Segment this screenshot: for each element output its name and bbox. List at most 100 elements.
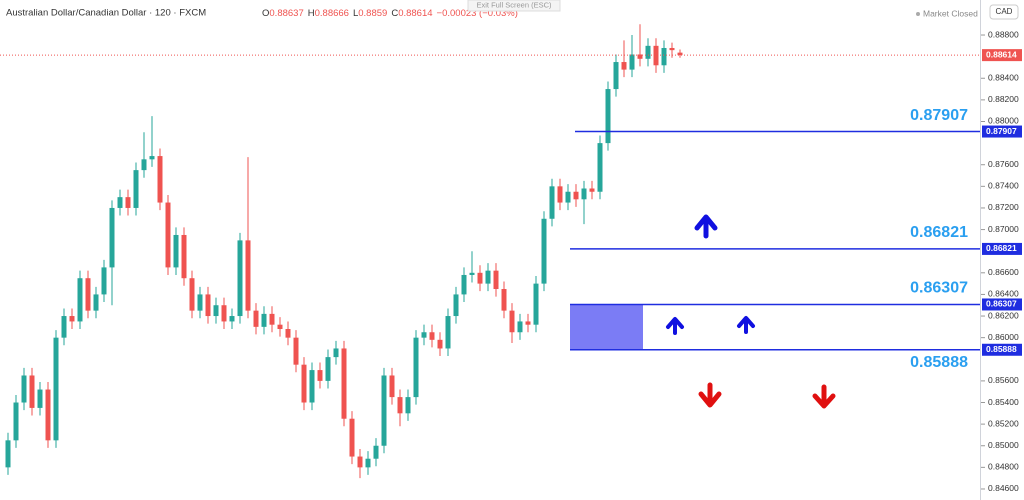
candle-body [149,156,155,160]
change: −0.00023 (−0.03%) [437,8,518,19]
candle-body [581,188,587,200]
y-tick-label: 0.85000 [988,440,1019,450]
candle-body [589,188,595,192]
y-tick-label: 0.87600 [988,159,1019,169]
up-arrow [737,316,755,334]
candle-body [573,191,579,200]
ohlc-letter: O [262,8,269,19]
candle-body [125,197,131,208]
y-tick-label: 0.86200 [988,310,1019,320]
candle-body [461,274,467,295]
candle-body [413,337,419,398]
candle-body [445,316,451,349]
candle-body [109,207,115,268]
candle-body [13,402,19,441]
currency-box[interactable] [989,4,1019,20]
level-label: 0.87907 [910,107,968,124]
up-arrow [666,317,684,335]
fullscreen-box[interactable] [467,0,561,12]
candle-body [37,389,43,408]
candle-body [341,348,347,419]
candle-body [357,456,363,468]
candle-body [261,313,267,327]
status-dot [916,12,920,16]
ohlc-value: 0.88637 [269,8,303,19]
candle-body [557,186,563,203]
y-tick-label: 0.84600 [988,483,1019,493]
candle-body [621,62,627,70]
candle-body [397,397,403,414]
candle-body [141,159,147,171]
candle-body [61,316,67,338]
candle-body [85,278,91,311]
candle-body [493,270,499,290]
zone [570,304,643,350]
candle-body [501,289,507,311]
candle-body [477,272,483,284]
level-label: 0.86307 [910,280,968,297]
candle-body [269,313,275,325]
y-tick-label: 0.88000 [988,116,1019,126]
arrows [666,214,836,409]
currency[interactable]: CAD [996,7,1013,16]
candle-body [405,397,411,414]
y-tick-label: 0.88400 [988,73,1019,83]
candle-body [469,272,475,275]
y-tick-label: 0.86600 [988,267,1019,277]
candle-body [77,278,83,322]
up-arrow [694,214,718,239]
candle-body [541,218,547,284]
y-tick-label: 0.85600 [988,375,1019,385]
level-tag-label: 0.85888 [986,344,1017,354]
fullscreen-hint[interactable]: Exit Full Screen (ESC) [476,0,552,9]
level-tag-label: 0.87907 [986,126,1017,136]
candle-body [213,305,219,317]
y-tick-label: 0.84800 [988,462,1019,472]
candle-body [637,54,643,59]
ohlc-value: 0.88614 [398,8,432,19]
y-tick-label: 0.87400 [988,181,1019,191]
y-tick-label: 0.87000 [988,224,1019,234]
candle-body [133,170,139,208]
level-label: 0.85888 [910,354,968,371]
down-arrow [698,382,722,408]
candle-body [205,294,211,317]
candle-body [565,191,571,203]
candle-body [53,337,59,441]
candle-body [181,234,187,279]
level-tag-label: 0.86821 [986,243,1017,253]
down-arrow [812,384,836,409]
candle-body [45,389,51,441]
candle-body [509,310,515,333]
header: Australian Dollar/Canadian Dollar · 120 … [6,8,518,19]
candle-body [429,332,435,340]
candle-body [669,47,675,51]
y-tick-label: 0.88200 [988,94,1019,104]
ohlc-letter: C [391,8,398,19]
candle-body [197,294,203,311]
candle-body [653,45,659,66]
candle-body [285,329,291,338]
candle-body [5,440,11,468]
candle-body [157,156,163,203]
candle-body [245,240,251,311]
level-tag [982,343,1022,356]
candle-body [373,445,379,459]
last-price-label: 0.88614 [986,49,1017,59]
candle-body [517,321,523,333]
candle-body [389,375,395,398]
market-status: Market Closed [923,8,978,18]
candle-body [301,364,307,403]
candle-body [597,143,603,192]
candle-body [533,283,539,325]
level-tag [982,298,1022,311]
candle-body [165,202,171,268]
candle-body [189,278,195,311]
candle-body [229,316,235,322]
y-tick-label: 0.87200 [988,202,1019,212]
candle-body [605,89,611,144]
level-tag [982,125,1022,138]
candle-body [277,324,283,330]
candle-body [117,197,123,208]
